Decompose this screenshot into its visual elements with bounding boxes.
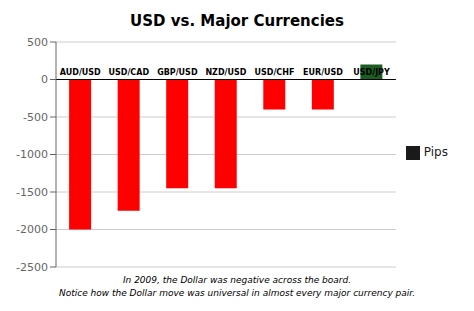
- html-text:USD vs. Major Currencies: USD vs. Major Currencies: [130, 12, 344, 30]
- svg-text:GBP/USD: GBP/USD: [157, 68, 198, 77]
- svg-text:-2000: -2000: [16, 223, 48, 236]
- svg-text:500: 500: [27, 36, 48, 49]
- svg-text:USD/CHF: USD/CHF: [255, 68, 295, 77]
- svg-text:NZD/USD: NZD/USD: [205, 68, 246, 77]
- html-text:Pips: Pips: [423, 145, 448, 160]
- svg-text:-1000: -1000: [16, 148, 48, 161]
- html-text:Notice how the Dollar move was: Notice how the Dollar move was universal…: [58, 288, 416, 298]
- svg-text:USD/JPY: USD/JPY: [353, 68, 390, 77]
- svg-text:-1500: -1500: [16, 186, 48, 199]
- svg-text:EUR/USD: EUR/USD: [303, 68, 343, 77]
- svg-text:USD/CAD: USD/CAD: [109, 68, 150, 77]
- svg-text:AUD/USD: AUD/USD: [60, 68, 101, 77]
- svg-text:0: 0: [41, 73, 48, 86]
- svg-text:-500: -500: [23, 111, 48, 124]
- svg-text:-2500: -2500: [16, 261, 48, 271]
- html-text:In 2009, the Dollar was negati: In 2009, the Dollar was negative across …: [122, 275, 352, 285]
